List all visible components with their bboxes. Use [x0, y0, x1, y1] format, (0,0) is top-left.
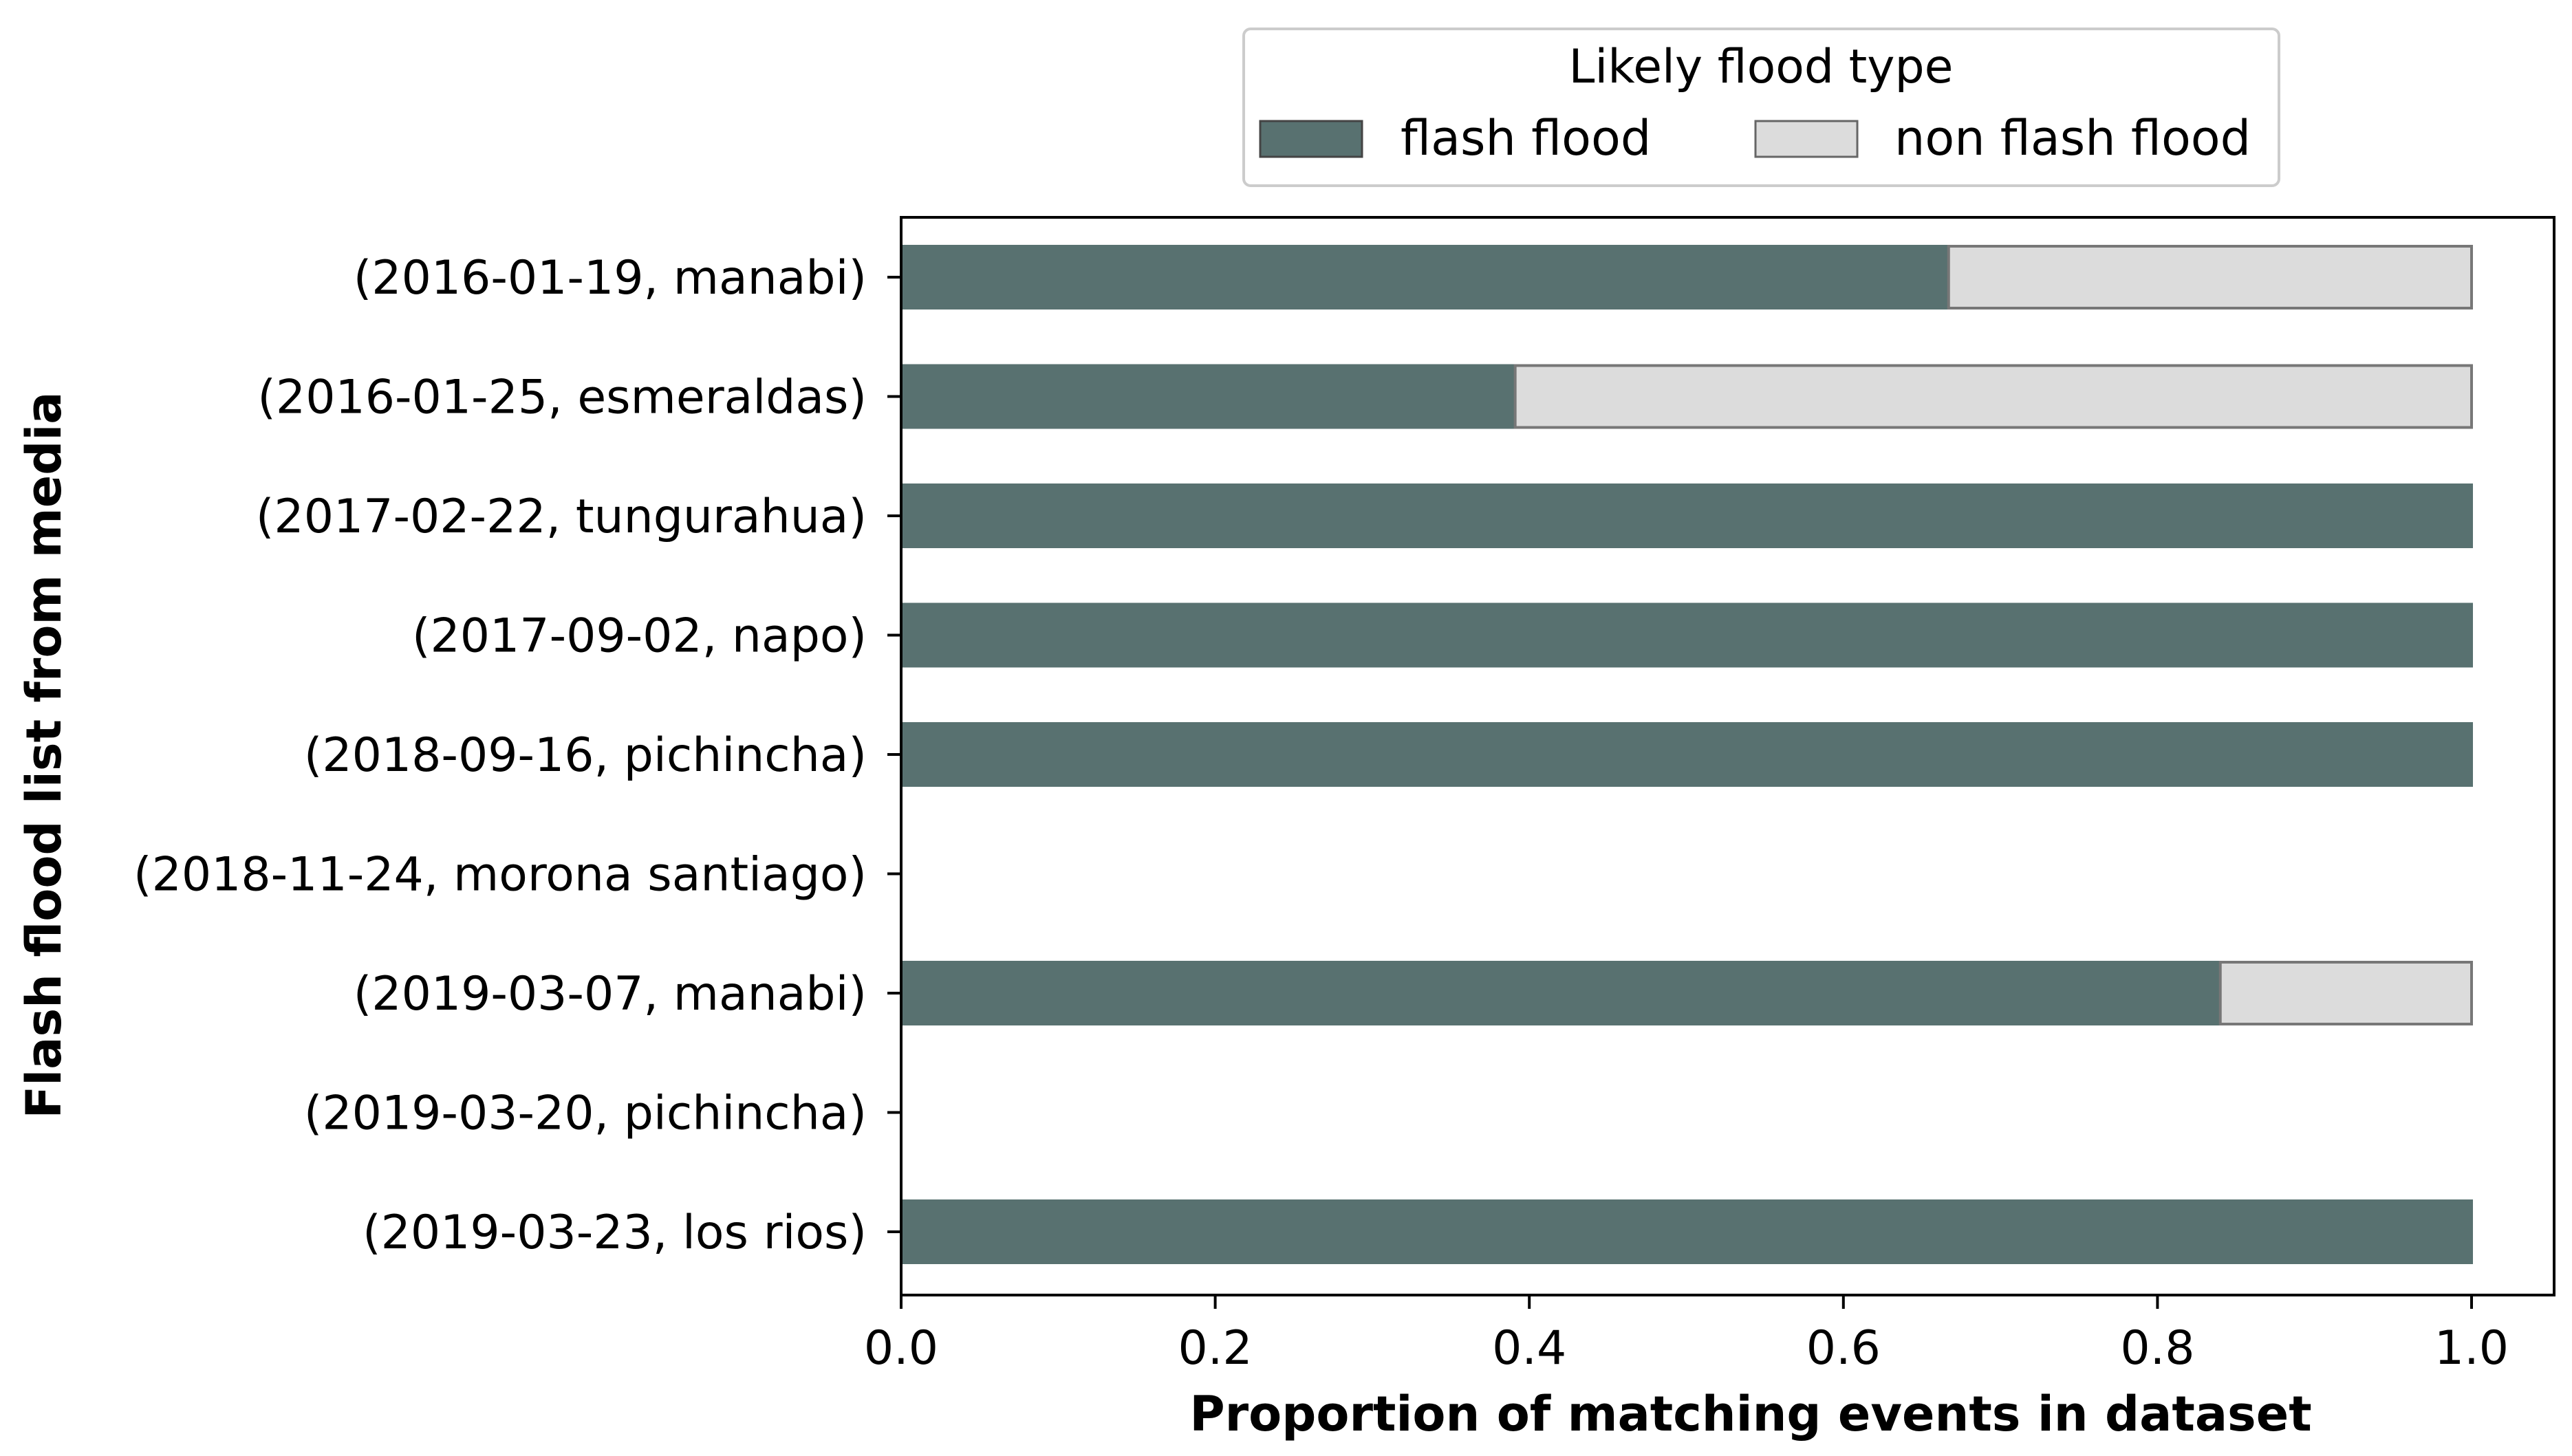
x-tick-label-1: 0.2: [1178, 1321, 1253, 1376]
bar-flash-flood-0: [900, 245, 1950, 309]
bar-flash-flood-1: [900, 364, 1517, 429]
y-tick-label-7: (2019-03-20, pichincha): [304, 1087, 867, 1141]
bar-flash-flood-2: [900, 483, 2473, 548]
x-tick-label-5: 1.0: [2434, 1321, 2509, 1376]
bars-layer: [900, 245, 2474, 1264]
legend-label-non-flash-flood: non flash flood: [1894, 110, 2251, 166]
x-axis: 0.0 0.2 0.4 0.6 0.8 1.0: [864, 1295, 2509, 1376]
y-tick-label-4: (2018-09-16, pichincha): [304, 728, 867, 783]
x-tick-label-4: 0.8: [2120, 1321, 2194, 1376]
x-axis-title: Proportion of matching events in dataset: [1189, 1386, 2311, 1442]
y-tick-label-0: (2016-01-19, manabi): [354, 251, 867, 305]
legend: Likely flood type flash flood non flash …: [1242, 28, 2280, 187]
bar-flash-flood-3: [900, 602, 2473, 668]
y-tick-label-3: (2017-09-02, napo): [412, 609, 867, 664]
axes-frame: [900, 216, 2555, 1296]
legend-swatch-flash-flood: [1259, 120, 1363, 158]
x-tick-label-3: 0.6: [1806, 1321, 1881, 1376]
y-tick-label-6: (2019-03-07, manabi): [354, 967, 867, 1021]
y-axis: (2016-01-19, manabi) (2016-01-25, esmeral…: [133, 251, 901, 1260]
y-tick-label-1: (2016-01-25, esmeraldas): [257, 371, 867, 425]
y-tick-label-2: (2017-02-22, tungurahua): [256, 490, 867, 544]
y-tick-label-5: (2018-11-24, morona santiago): [133, 848, 867, 902]
bar-non-flash-flood-6: [2218, 961, 2473, 1025]
plot-area: (2016-01-19, manabi) (2016-01-25, esmeral…: [133, 216, 2555, 1376]
legend-label-flash-flood: flash flood: [1401, 110, 1651, 166]
x-tick-label-0: 0.0: [864, 1321, 938, 1376]
bar-non-flash-flood-0: [1947, 245, 2473, 309]
legend-frame: [1242, 28, 2280, 187]
y-tick-label-8: (2019-03-23, los rios): [363, 1206, 867, 1260]
legend-swatch-non-flash-flood: [1754, 120, 1859, 158]
bar-flash-flood-6: [900, 961, 2222, 1025]
bar-non-flash-flood-1: [1513, 364, 2474, 429]
bar-flash-flood-4: [900, 722, 2473, 787]
legend-title: Likely flood type: [1568, 40, 1953, 94]
bar-flash-flood-8: [900, 1199, 2473, 1264]
y-axis-title: Flash flood list from media: [16, 391, 72, 1118]
x-tick-label-2: 0.4: [1492, 1321, 1566, 1376]
